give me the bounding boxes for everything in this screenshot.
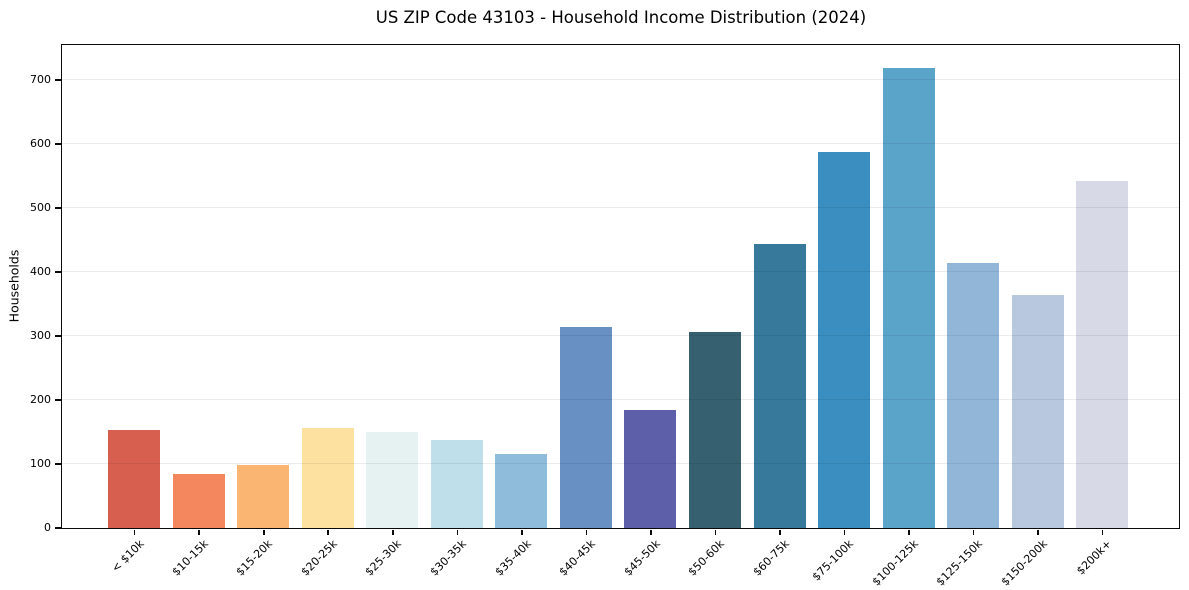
x-tick-label: < $10k: [108, 537, 147, 575]
y-tick-label: 0: [44, 521, 51, 534]
x-tick-label: $35-40k: [492, 537, 534, 579]
y-tick-label: 500: [30, 201, 51, 215]
y-tick-label: 200: [30, 393, 51, 407]
x-tick-label: $100-125k: [869, 537, 921, 589]
x-tick-label: $150-200k: [998, 537, 1050, 589]
y-tick-mark: [54, 79, 61, 81]
y-tick-label: 400: [30, 265, 51, 279]
x-tick-mark: [262, 529, 265, 535]
x-tick-label: $10-15k: [169, 537, 211, 579]
gridline: [61, 142, 1179, 145]
x-tick-mark: [198, 529, 201, 535]
x-tick-mark: [714, 529, 717, 535]
x-tick-mark: [392, 529, 394, 535]
x-tick-mark: [521, 529, 523, 535]
x-tick-mark: [1101, 529, 1104, 535]
bar: [1076, 180, 1129, 528]
bar: [172, 473, 225, 528]
x-tick-mark: [650, 529, 652, 535]
bar: [882, 67, 935, 528]
y-tick-mark: [54, 335, 61, 337]
x-tick-mark: [327, 529, 330, 535]
x-tick-mark: [843, 529, 846, 535]
x-tick-label: $40-45k: [556, 537, 598, 579]
y-tick-mark: [54, 399, 61, 401]
bar: [237, 464, 290, 528]
x-tick-mark: [133, 529, 136, 535]
bar: [624, 409, 677, 528]
x-tick-mark: [585, 529, 588, 535]
x-tick-mark: [1037, 529, 1039, 535]
bar: [559, 326, 612, 528]
bar: [818, 151, 871, 528]
x-tick-mark: [972, 529, 975, 535]
y-axis-label: Households: [6, 249, 22, 323]
bar: [753, 244, 806, 528]
bar: [366, 432, 419, 528]
gridline: [61, 270, 1179, 273]
gridline: [61, 79, 1179, 81]
gridline: [61, 206, 1179, 209]
y-tick-mark: [54, 207, 61, 209]
gridline: [61, 462, 1179, 465]
y-tick-label: 700: [30, 73, 51, 87]
bar: [947, 262, 1000, 528]
x-tick-label: $15-20k: [233, 537, 276, 579]
x-tick-mark: [908, 529, 910, 535]
y-tick-label: 600: [30, 137, 51, 151]
bar: [688, 331, 741, 528]
bar: [301, 428, 354, 528]
bar: [430, 439, 483, 528]
x-tick-label: $45-50k: [621, 537, 663, 579]
y-tick-mark: [54, 271, 61, 273]
y-tick-mark: [54, 463, 61, 465]
y-tick-mark: [54, 527, 61, 529]
gridline: [61, 334, 1179, 337]
y-tick-mark: [54, 143, 61, 145]
bar: [495, 453, 548, 528]
plot-area: [60, 43, 1180, 529]
bar: [1011, 294, 1064, 528]
x-tick-label: $50-60k: [685, 537, 727, 579]
x-tick-label: $75-100k: [809, 537, 857, 584]
y-tick-label: 100: [30, 457, 51, 471]
gridline: [61, 398, 1179, 401]
x-tick-label: $20-25k: [298, 537, 340, 579]
bar: [108, 430, 161, 528]
y-tick-label: 300: [30, 329, 51, 343]
x-tick-label: $30-35k: [427, 537, 469, 579]
x-tick-label: $60-75k: [750, 537, 792, 579]
x-tick-label: $25-30k: [363, 537, 405, 579]
x-tick-label: $200k+: [1074, 537, 1115, 578]
chart-title: US ZIP Code 43103 - Household Income Dis…: [375, 8, 867, 27]
x-tick-label: $125-150k: [933, 537, 986, 589]
x-tick-mark: [779, 529, 781, 535]
x-tick-mark: [456, 529, 459, 535]
